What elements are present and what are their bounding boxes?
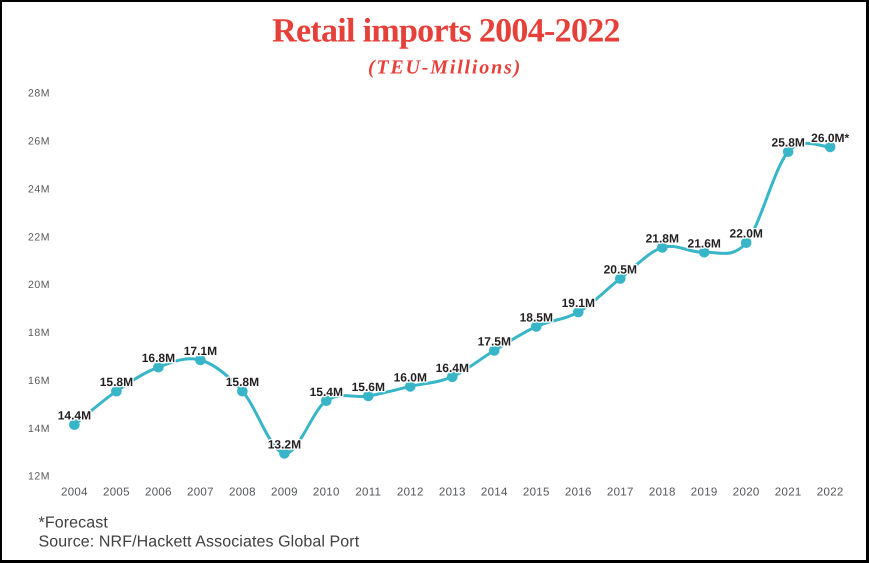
svg-text:13.2M: 13.2M [268,437,301,451]
svg-text:25.8M: 25.8M [772,136,805,150]
svg-text:2021: 2021 [775,487,802,499]
svg-text:20M: 20M [28,279,50,291]
svg-text:2006: 2006 [145,487,172,499]
svg-text:17.5M: 17.5M [478,335,511,349]
svg-text:(TEU-Millions): (TEU-Millions) [368,57,522,79]
svg-text:20.5M: 20.5M [604,263,637,277]
svg-text:2009: 2009 [271,487,298,499]
svg-text:15.8M: 15.8M [226,375,259,389]
svg-text:2014: 2014 [481,487,508,499]
svg-text:15.8M: 15.8M [100,375,133,389]
svg-text:2015: 2015 [523,487,550,499]
svg-text:2019: 2019 [691,487,718,499]
svg-text:17.1M: 17.1M [184,344,217,358]
svg-text:14.4M: 14.4M [58,409,91,423]
svg-text:21.6M: 21.6M [688,236,721,250]
svg-text:2010: 2010 [313,487,340,499]
svg-text:26.0M*: 26.0M* [811,131,849,145]
svg-text:2022: 2022 [817,487,844,499]
svg-text:2018: 2018 [649,487,676,499]
svg-text:26M: 26M [28,136,50,148]
svg-text:14M: 14M [28,423,50,435]
svg-text:2016: 2016 [565,487,592,499]
svg-text:2007: 2007 [187,487,214,499]
svg-text:2005: 2005 [103,487,130,499]
svg-text:21.8M: 21.8M [646,232,679,246]
svg-text:15.6M: 15.6M [352,380,385,394]
svg-text:*Forecast: *Forecast [39,515,109,532]
svg-text:22M: 22M [28,231,50,243]
svg-text:2012: 2012 [397,487,424,499]
svg-text:16.0M: 16.0M [394,370,427,384]
svg-text:18M: 18M [28,327,50,339]
svg-text:2008: 2008 [229,487,256,499]
svg-text:28M: 28M [28,88,50,100]
svg-text:16.4M: 16.4M [436,361,469,375]
svg-text:12M: 12M [28,471,50,483]
svg-text:18.5M: 18.5M [520,311,553,325]
svg-text:24M: 24M [28,183,50,195]
svg-text:16.8M: 16.8M [142,351,175,365]
svg-text:16M: 16M [28,375,50,387]
svg-text:2013: 2013 [439,487,466,499]
svg-text:2020: 2020 [733,487,760,499]
svg-text:2004: 2004 [61,487,88,499]
svg-text:Source: NRF/Hackett Associates: Source: NRF/Hackett Associates Global Po… [39,534,360,551]
svg-text:2011: 2011 [355,487,381,499]
svg-text:15.4M: 15.4M [310,385,343,399]
svg-text:2017: 2017 [607,487,634,499]
svg-text:19.1M: 19.1M [562,296,595,310]
svg-text:22.0M: 22.0M [730,227,763,241]
svg-text:Retail imports 2004-2022: Retail imports 2004-2022 [272,13,620,50]
